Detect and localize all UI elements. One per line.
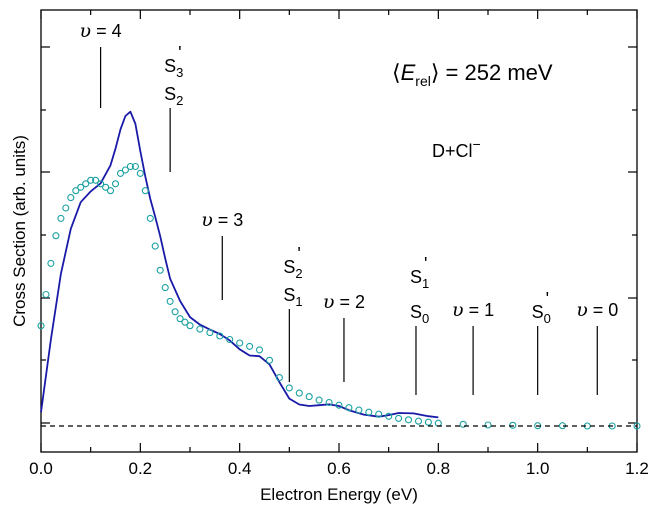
series-marker: [275, 374, 283, 382]
series-marker: [335, 401, 343, 409]
vib-label: υ = 0: [576, 299, 618, 321]
series-marker: [305, 393, 313, 401]
series-marker: [161, 284, 169, 292]
state-label: S3: [164, 56, 183, 80]
series-marker: [121, 166, 129, 174]
series-marker: [365, 408, 373, 416]
axis-ticks: [40, 10, 638, 452]
series-line: [40, 110, 439, 419]
series-marker: [57, 214, 65, 222]
x-tick-label: 0.2: [129, 459, 153, 478]
series-marker: [236, 339, 244, 347]
series-marker: [355, 406, 363, 414]
series-marker: [141, 187, 149, 195]
series-marker: [146, 214, 154, 222]
series-marker: [345, 404, 353, 412]
series-marker: [206, 329, 214, 337]
series-marker: [434, 419, 442, 427]
series-marker: [37, 322, 45, 330]
x-tick-label: 0.4: [228, 459, 252, 478]
series-marker: [459, 420, 467, 428]
series-marker: [136, 169, 144, 177]
series-marker: [42, 290, 50, 299]
series-marker: [315, 396, 323, 404]
series-marker: [77, 183, 85, 191]
x-tick-labels: 0.0 0.2 0.4 0.6 0.8 1.0 1.2: [29, 459, 649, 478]
energy-subscript: rel: [415, 73, 431, 89]
x-tick-label: 1.2: [625, 459, 649, 478]
prime-mark: ': [424, 254, 427, 274]
series-marker: [116, 169, 125, 177]
series-marker: [131, 162, 139, 171]
energy-label: ⟨Erel⟩ = 252 meV: [392, 60, 553, 89]
series-marker: [375, 410, 383, 418]
state-label: S0: [532, 302, 551, 326]
x-tick-label: 0.0: [29, 459, 53, 478]
state-label: S1: [283, 285, 302, 309]
series-marker: [325, 398, 333, 407]
state-label: S0: [410, 302, 429, 326]
series-marker: [106, 187, 115, 195]
series-marker: [82, 180, 90, 188]
x-axis-title: Electron Energy (eV): [260, 485, 418, 504]
x-tick-label: 1.0: [526, 459, 550, 478]
series-marker: [67, 194, 75, 202]
series-marker: [265, 356, 274, 364]
series-marker: [72, 187, 80, 195]
series-marker: [295, 389, 303, 397]
series-marker: [47, 259, 55, 267]
reaction-label: D+Cl−: [432, 136, 481, 161]
x-tick-label: 0.8: [427, 459, 451, 478]
series-marker: [196, 325, 204, 333]
series-marker: [126, 162, 134, 171]
energy-suffix: ⟩ = 252 meV: [431, 60, 553, 85]
series-marker: [111, 180, 120, 188]
annotations: υ = 4S3'S2υ = 3S2'S1 υ = 2S1'S0 υ = 1 S0' υ …: [80, 20, 618, 395]
series-marker: [156, 266, 164, 274]
vib-label: υ = 4: [80, 20, 122, 42]
vib-label: υ = 2: [323, 291, 365, 313]
series-marker: [385, 412, 393, 420]
series-marker: [181, 318, 189, 326]
state-label: S2: [164, 84, 183, 108]
series-marker: [151, 242, 159, 250]
state-label: S2: [283, 257, 302, 281]
series-marker: [246, 342, 254, 350]
series-marker: [171, 308, 179, 316]
series-marker: [216, 332, 224, 340]
series-marker: [166, 297, 174, 305]
series-marker: [52, 232, 60, 240]
vib-label: υ = 1: [452, 299, 494, 321]
series-marker: [395, 414, 403, 422]
series-marker: [633, 422, 641, 430]
series-marker: [102, 183, 110, 191]
series-marker: [186, 322, 194, 330]
prime-mark: ': [178, 43, 181, 63]
series-marker: [176, 315, 184, 323]
series-marker: [484, 421, 492, 429]
prime-mark: ': [297, 244, 300, 264]
x-tick-label: 0.6: [327, 459, 351, 478]
series-marker: [92, 176, 100, 184]
reaction-base: D+Cl: [432, 141, 473, 161]
series-marker: [97, 180, 105, 188]
series-marker: [87, 176, 95, 184]
energy-symbol: E: [401, 60, 416, 85]
energy-prefix: ⟨: [392, 60, 401, 85]
vib-label: υ = 3: [201, 209, 243, 231]
series-marker: [285, 384, 293, 392]
series-marker: [509, 421, 517, 429]
y-axis-title: Cross Section (arb. units): [10, 135, 29, 327]
state-label: S1: [410, 267, 429, 291]
series-marker: [404, 416, 413, 424]
series-marker: [255, 346, 264, 354]
prime-mark: ': [546, 289, 549, 309]
series-marker: [62, 204, 70, 212]
series-group: [37, 110, 641, 430]
series-marker: [226, 335, 234, 344]
series-marker: [414, 417, 423, 425]
series-marker: [424, 418, 432, 426]
reaction-superscript: −: [473, 136, 481, 152]
